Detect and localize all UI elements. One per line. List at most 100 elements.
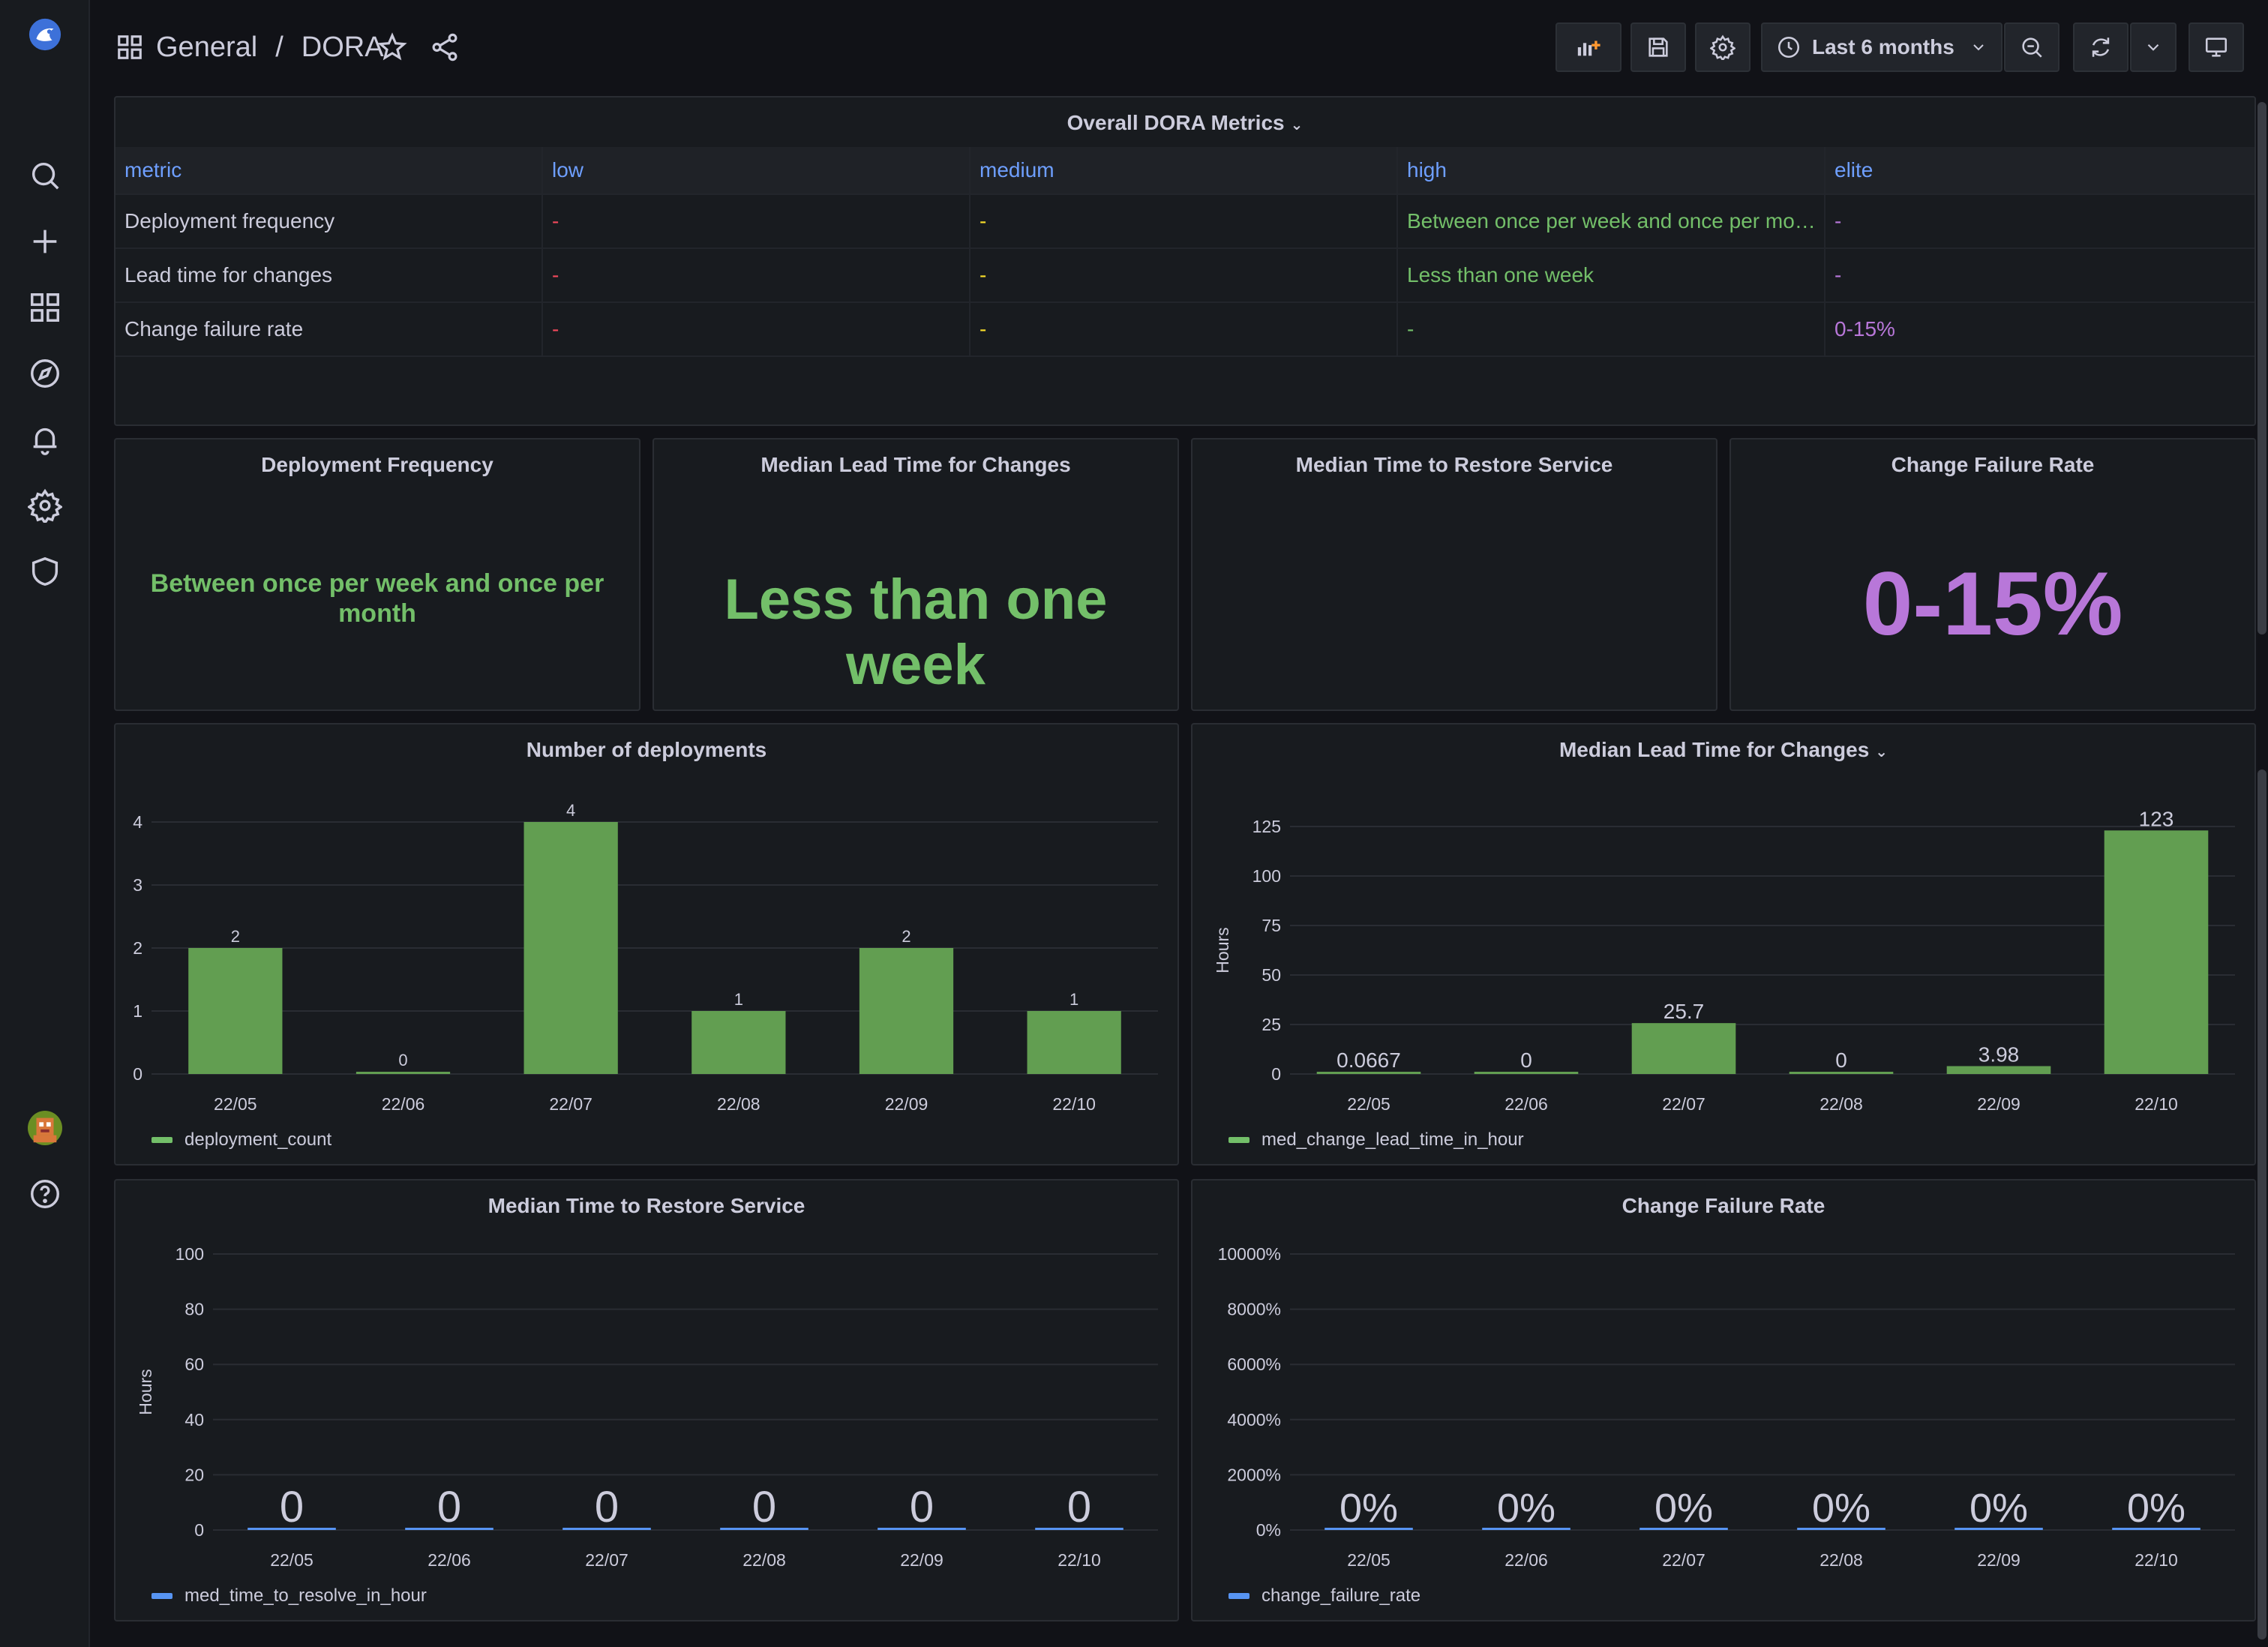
panel-title[interactable]: Median Time to Restore Service [488, 1194, 806, 1217]
x-tick-label: 22/05 [1347, 1550, 1390, 1570]
panel-title[interactable]: Overall DORA Metrics ⌄ [116, 111, 2254, 135]
grafana-logo-icon[interactable] [22, 12, 68, 57]
page-scrollbar[interactable] [2256, 94, 2268, 1647]
column-header-high[interactable]: high [1398, 147, 1826, 194]
bar[interactable] [878, 1528, 966, 1530]
restore-service-chart-panel: Median Time to Restore Service 0 20 40 60 80… [114, 1179, 1179, 1622]
legend-swatch [1228, 1593, 1250, 1599]
panel-title[interactable]: Deployment Frequency [261, 453, 494, 476]
top-navbar: General / DORA Last 6 months [88, 0, 2268, 94]
data-label: 0 [752, 1483, 776, 1532]
refresh-button[interactable] [2073, 22, 2128, 72]
column-header-elite[interactable]: elite [1834, 158, 1874, 182]
y-tick-label: 1 [133, 1001, 142, 1021]
x-tick-label: 22/06 [382, 1094, 425, 1114]
change-failure-rate-stat-panel: Change Failure Rate 0-15% [1730, 438, 2256, 711]
save-icon [1648, 38, 1668, 57]
y-tick-label: 2000% [1227, 1465, 1281, 1484]
breadcrumb-folder[interactable]: General [156, 31, 258, 63]
chart-legend[interactable]: med_time_to_resolve_in_hour [152, 1586, 427, 1606]
bar[interactable] [1631, 1023, 1736, 1074]
bar[interactable] [692, 1011, 786, 1074]
change-failure-rate-chart: 0% 2000% 4000% 6000% 8000% 10000% 0% 22/05 0% 22/… [1218, 1244, 2235, 1570]
data-label: 3.98 [1978, 1042, 2020, 1066]
bar[interactable] [524, 822, 618, 1074]
bar[interactable] [1797, 1528, 1886, 1530]
column-header-metric[interactable]: metric [116, 147, 543, 194]
bar[interactable] [405, 1528, 494, 1530]
chart-legend[interactable]: med_change_lead_time_in_hour [1228, 1130, 1524, 1150]
chart-legend[interactable]: deployment_count [152, 1130, 332, 1150]
refresh-interval-dropdown[interactable] [2130, 22, 2176, 72]
bar[interactable] [2112, 1528, 2200, 1530]
data-label: 0% [1497, 1486, 1556, 1531]
time-range-picker[interactable]: Last 6 months [1761, 22, 2002, 72]
x-tick-label: 22/10 [1058, 1550, 1101, 1570]
column-header-low[interactable]: low [543, 147, 970, 194]
bar[interactable] [1324, 1528, 1413, 1530]
y-axis-label: Hours [136, 1369, 155, 1414]
bar[interactable] [188, 948, 283, 1074]
bar[interactable] [1316, 1072, 1421, 1074]
chart-legend[interactable]: change_failure_rate [1228, 1586, 1420, 1606]
avatar[interactable] [22, 1106, 68, 1150]
legend-swatch [152, 1593, 172, 1599]
panel-title[interactable]: Median Time to Restore Service [1295, 453, 1613, 476]
bar[interactable] [562, 1528, 651, 1530]
table-cell: - [543, 303, 970, 356]
table-cell: Between once per week and once per mo… [1398, 195, 1826, 248]
x-tick-label: 22/08 [742, 1550, 786, 1570]
star-icon[interactable] [376, 32, 408, 63]
gear-icon[interactable] [22, 483, 68, 528]
table-cell: Lead time for changes [116, 249, 543, 302]
table-cell: - [543, 249, 970, 302]
deployment-frequency-stat-panel: Deployment Frequency Between once per we… [114, 438, 640, 711]
bar[interactable] [1482, 1528, 1570, 1530]
zoom-out-button[interactable] [2004, 22, 2060, 72]
bar[interactable] [1027, 1011, 1121, 1074]
bar[interactable] [1946, 1066, 2051, 1074]
dashboard-settings-button[interactable] [1695, 22, 1750, 72]
bar[interactable] [356, 1072, 451, 1074]
data-label: 0% [1812, 1486, 1870, 1531]
bar[interactable] [859, 948, 954, 1074]
scrollbar-thumb[interactable] [2258, 102, 2266, 634]
clock-icon [1778, 36, 1800, 58]
bar[interactable] [1954, 1528, 2043, 1530]
bar[interactable] [248, 1528, 336, 1530]
panel-title[interactable]: Median Lead Time for Changes ⌄ [1192, 738, 2254, 762]
search-icon[interactable] [22, 153, 68, 198]
alerting-bell-icon[interactable] [22, 417, 68, 462]
x-tick-label: 22/06 [428, 1550, 471, 1570]
column-header-medium[interactable]: medium [970, 147, 1398, 194]
dora-metrics-table-panel: Overall DORA Metrics ⌄ metric low medium … [114, 96, 2256, 426]
help-icon[interactable] [22, 1172, 68, 1216]
panel-title[interactable]: Number of deployments [526, 738, 767, 761]
data-label: 2 [231, 927, 240, 946]
legend-label: deployment_count [184, 1130, 332, 1150]
plus-icon[interactable] [22, 219, 68, 264]
panel-title[interactable]: Change Failure Rate [1622, 1194, 1826, 1217]
bar[interactable] [1640, 1528, 1728, 1530]
bar[interactable] [1035, 1528, 1124, 1530]
panel-title[interactable]: Change Failure Rate [1891, 453, 2095, 476]
shield-icon[interactable] [22, 549, 68, 594]
breadcrumb-dashboard[interactable]: DORA [301, 31, 384, 63]
explore-compass-icon[interactable] [22, 351, 68, 396]
y-tick-label: 100 [176, 1244, 204, 1264]
panel-title[interactable]: Median Lead Time for Changes [760, 453, 1071, 476]
share-icon[interactable] [429, 32, 460, 63]
bar[interactable] [720, 1528, 808, 1530]
data-label: 0 [437, 1483, 461, 1532]
data-label: 0% [1654, 1486, 1713, 1531]
scrollbar-thumb[interactable] [2258, 770, 2266, 1640]
bar[interactable] [2104, 830, 2209, 1074]
bar[interactable] [1789, 1072, 1894, 1074]
add-panel-button[interactable] [1556, 22, 1622, 72]
data-label: 0% [1970, 1486, 2028, 1531]
y-tick-label: 0 [1271, 1064, 1281, 1084]
dashboards-icon[interactable] [22, 285, 68, 330]
tv-mode-button[interactable] [2188, 22, 2244, 72]
bar[interactable] [1474, 1072, 1579, 1074]
save-dashboard-button[interactable] [1630, 22, 1686, 72]
